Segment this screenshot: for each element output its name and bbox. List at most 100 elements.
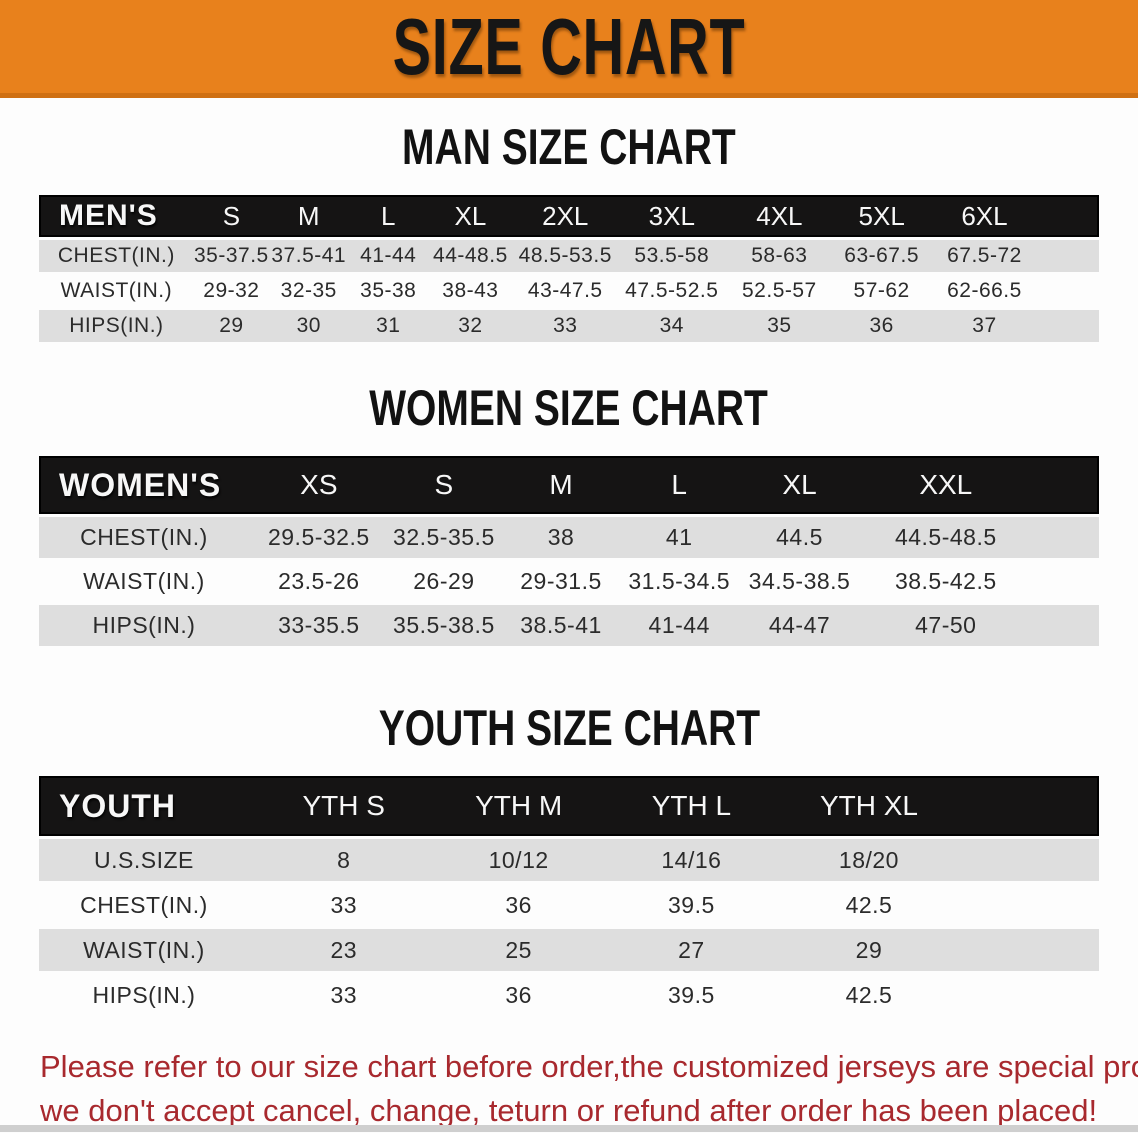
column-header: 6XL	[930, 195, 1039, 237]
size-value-cell: 32-35	[269, 275, 349, 307]
size-value-cell: 29	[784, 929, 954, 971]
column-header-filler	[953, 776, 1099, 836]
column-header: YTH L	[598, 776, 785, 836]
column-header: M	[269, 195, 349, 237]
size-value-cell: 63-67.5	[832, 240, 931, 272]
size-value-cell: 48.5-53.5	[512, 240, 618, 272]
row-label: HIPS(IN.)	[39, 974, 249, 1016]
size-value-cell: 29-31.5	[499, 561, 624, 602]
size-value-cell: 32.5-35.5	[388, 517, 500, 558]
size-value-cell: 29	[193, 310, 269, 342]
size-chart-banner: SIZE CHART	[0, 0, 1138, 98]
filler-cell	[1027, 517, 1099, 558]
size-value-cell: 41	[623, 517, 736, 558]
size-value-cell: 47.5-52.5	[617, 275, 726, 307]
size-value-cell: 53.5-58	[617, 240, 726, 272]
column-header: XL	[428, 195, 513, 237]
size-value-cell: 58-63	[725, 240, 833, 272]
column-header: YTH M	[438, 776, 599, 836]
size-value-cell: 35	[725, 310, 833, 342]
size-value-cell: 25	[438, 929, 599, 971]
size-value-cell: 34	[617, 310, 726, 342]
column-header: YTH XL	[784, 776, 954, 836]
size-value-cell: 38-43	[428, 275, 513, 307]
page-title: SIZE CHART	[392, 1, 746, 91]
table-row: CHEST(IN.) 29.5-32.5 32.5-35.5 38 41 44.5 44.5…	[39, 517, 1099, 558]
filler-cell	[953, 929, 1099, 971]
size-value-cell: 26-29	[388, 561, 500, 602]
size-value-cell: 31	[348, 310, 428, 342]
column-header: S	[193, 195, 269, 237]
table-header-label: MEN'S	[39, 195, 194, 237]
size-value-cell: 27	[598, 929, 785, 971]
size-value-cell: 41-44	[623, 605, 736, 646]
size-value-cell: 35.5-38.5	[388, 605, 500, 646]
table-header-row: YOUTH YTH S YTH M YTH L YTH XL	[39, 776, 1099, 836]
size-value-cell: 18/20	[784, 839, 954, 881]
table-row: HIPS(IN.) 33-35.5 35.5-38.5 38.5-41 41-44 44-…	[39, 605, 1099, 646]
disclaimer-line-1: Please refer to our size chart before or…	[40, 1049, 1138, 1084]
column-header: YTH S	[248, 776, 439, 836]
size-value-cell: 36	[832, 310, 931, 342]
filler-cell	[953, 884, 1099, 926]
size-value-cell: 43-47.5	[512, 275, 618, 307]
size-value-cell: 42.5	[784, 884, 954, 926]
size-value-cell: 37.5-41	[269, 240, 349, 272]
column-header: L	[348, 195, 428, 237]
row-label: HIPS(IN.)	[39, 605, 249, 646]
row-label: WAIST(IN.)	[39, 275, 194, 307]
table-header-row: WOMEN'S XS S M L XL XXL	[39, 456, 1099, 514]
table-row: HIPS(IN.) 33 36 39.5 42.5	[39, 974, 1099, 1016]
column-header: M	[499, 456, 624, 514]
column-header: S	[388, 456, 500, 514]
filler-cell	[1038, 240, 1099, 272]
filler-cell	[1027, 561, 1099, 602]
size-value-cell: 29-32	[193, 275, 269, 307]
size-value-cell: 62-66.5	[930, 275, 1039, 307]
row-label: CHEST(IN.)	[39, 884, 249, 926]
size-value-cell: 44-47	[735, 605, 864, 646]
size-value-cell: 31.5-34.5	[623, 561, 736, 602]
size-value-cell: 36	[438, 884, 599, 926]
size-value-cell: 36	[438, 974, 599, 1016]
size-value-cell: 33	[248, 884, 439, 926]
size-table-men: MEN'S S M L XL 2XL 3XL 4XL 5XL 6XL CHEST(IN.) 35-37…	[39, 192, 1099, 345]
size-value-cell: 38.5-42.5	[863, 561, 1028, 602]
size-value-cell: 67.5-72	[930, 240, 1039, 272]
table-header-label: WOMEN'S	[39, 456, 249, 514]
row-label: WAIST(IN.)	[39, 929, 249, 971]
table-header-row: MEN'S S M L XL 2XL 3XL 4XL 5XL 6XL	[39, 195, 1099, 237]
column-header: 2XL	[512, 195, 618, 237]
disclaimer-text: Please refer to our size chart before or…	[40, 1045, 1138, 1133]
size-value-cell: 42.5	[784, 974, 954, 1016]
column-header: XS	[248, 456, 389, 514]
column-header: XXL	[863, 456, 1028, 514]
size-value-cell: 38	[499, 517, 624, 558]
size-value-cell: 47-50	[863, 605, 1028, 646]
size-value-cell: 23	[248, 929, 439, 971]
bottom-edge-strip	[0, 1125, 1138, 1132]
table-row: U.S.SIZE 8 10/12 14/16 18/20	[39, 839, 1099, 881]
row-label: HIPS(IN.)	[39, 310, 194, 342]
size-value-cell: 44.5	[735, 517, 864, 558]
table-row: WAIST(IN.) 29-32 32-35 35-38 38-43 43-47.5 47.…	[39, 275, 1099, 307]
row-label: U.S.SIZE	[39, 839, 249, 881]
table-row: WAIST(IN.) 23 25 27 29	[39, 929, 1099, 971]
table-header-label: YOUTH	[39, 776, 249, 836]
section-title-youth: YOUTH SIZE CHART	[378, 700, 760, 756]
filler-cell	[1038, 310, 1099, 342]
size-value-cell: 39.5	[598, 884, 785, 926]
table-row: WAIST(IN.) 23.5-26 26-29 29-31.5 31.5-34.5 34…	[39, 561, 1099, 602]
section-title-women: WOMEN SIZE CHART	[369, 380, 769, 436]
table-row: CHEST(IN.) 33 36 39.5 42.5	[39, 884, 1099, 926]
size-value-cell: 41-44	[348, 240, 428, 272]
size-value-cell: 34.5-38.5	[735, 561, 864, 602]
size-value-cell: 39.5	[598, 974, 785, 1016]
size-value-cell: 44-48.5	[428, 240, 513, 272]
size-value-cell: 33-35.5	[248, 605, 389, 646]
size-value-cell: 35-37.5	[193, 240, 269, 272]
size-value-cell: 57-62	[832, 275, 931, 307]
row-label: CHEST(IN.)	[39, 517, 249, 558]
size-value-cell: 37	[930, 310, 1039, 342]
column-header-filler	[1027, 456, 1099, 514]
